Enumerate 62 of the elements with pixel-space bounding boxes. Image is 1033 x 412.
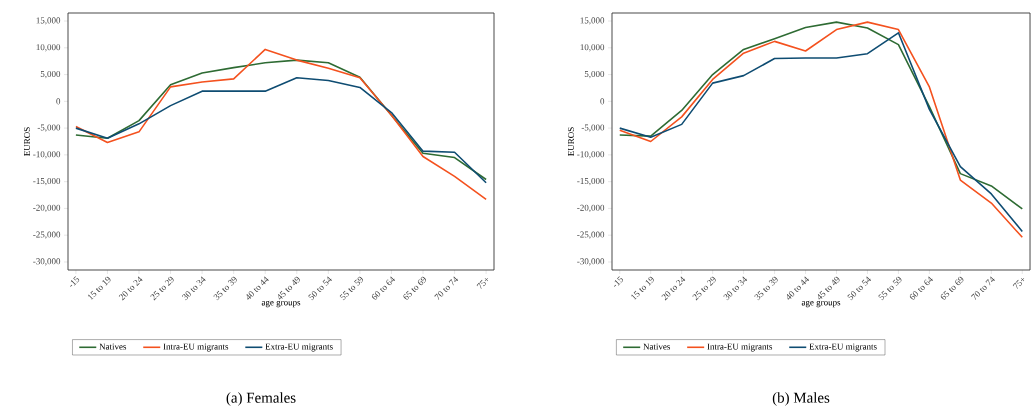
x-tick-label: 35 to 39 xyxy=(213,276,237,301)
y-tick-label: 0 xyxy=(56,98,61,105)
y-tick-label: 5,000 xyxy=(40,70,61,79)
x-tick-label: 40 to 44 xyxy=(786,276,810,300)
line-series xyxy=(75,59,487,181)
x-axis-title: age groups xyxy=(261,300,301,308)
x-tick-label: -15 xyxy=(613,276,624,287)
x-tick-label: 50 to 54 xyxy=(308,276,332,301)
x-axis-title: age groups xyxy=(801,300,841,308)
x-tick-label: 30 to 34 xyxy=(181,276,206,301)
y-tick-label: -5,000 xyxy=(581,124,605,132)
x-tick-label: 20 to 24 xyxy=(661,276,686,301)
x-tick-label: 15 to 19 xyxy=(631,276,654,301)
y-tick-label: 10,000 xyxy=(36,44,61,52)
legend-label: Natives xyxy=(99,343,127,350)
y-tick-label: -10,000 xyxy=(33,151,61,159)
y-tick-label: -25,000 xyxy=(577,231,605,239)
text: (b) Males xyxy=(772,392,830,406)
x-tick-label: 45 to 49 xyxy=(278,276,300,300)
y-tick-label: 0 xyxy=(600,98,605,105)
y-tick-label: -25,000 xyxy=(33,231,61,239)
x-tick-label: 30 to 34 xyxy=(723,276,748,301)
legend-label: Extra-EU migrants xyxy=(265,343,333,352)
text: (a) Females xyxy=(226,392,296,406)
y-tick-label: -20,000 xyxy=(577,204,605,213)
x-tick-label: 15 to 19 xyxy=(87,276,111,301)
x-tick-label: 20 to 24 xyxy=(118,276,143,301)
y-tick-label: 15,000 xyxy=(580,17,605,25)
x-tick-label: 65 to 69 xyxy=(403,276,427,300)
y-tick-label: -15,000 xyxy=(33,177,61,186)
x-tick-label: 60 to 64 xyxy=(371,276,396,300)
x-tick-label: 75+ xyxy=(1012,277,1025,290)
x-tick-label: 55 to 59 xyxy=(878,276,902,301)
x-tick-label: 60 to 64 xyxy=(909,276,933,300)
y-tick-label: 10,000 xyxy=(580,44,605,52)
x-tick-label: 70 to 74 xyxy=(434,276,459,300)
x-tick-label: 35 to 39 xyxy=(754,276,778,301)
legend-label: Natives xyxy=(643,343,671,350)
x-tick-label: 75+ xyxy=(476,277,489,290)
y-axis-title: EUROS xyxy=(567,127,575,156)
y-tick-label: -20,000 xyxy=(33,204,61,213)
y-tick-label: -15,000 xyxy=(577,177,605,186)
y-axis-title: EUROS xyxy=(23,127,31,156)
y-tick-label: -30,000 xyxy=(33,258,61,266)
x-tick-label: 55 to 59 xyxy=(339,276,363,301)
x-tick-label: 45 to 49 xyxy=(817,276,840,300)
y-tick-label: -5,000 xyxy=(37,124,61,132)
x-tick-label: 40 to 44 xyxy=(246,276,269,300)
x-tick-label: 25 to 29 xyxy=(150,276,174,301)
x-tick-label: 65 to 69 xyxy=(940,276,964,300)
x-tick-label: -15 xyxy=(70,276,80,287)
y-tick-label: -10,000 xyxy=(577,151,605,159)
legend-label: Extra-EU migrants xyxy=(809,343,877,352)
x-tick-label: 25 to 29 xyxy=(692,276,716,301)
line-series xyxy=(75,48,487,201)
legend-label: Intra-EU migrants xyxy=(707,343,773,352)
legend-label: Intra-EU migrants xyxy=(163,343,229,352)
x-tick-label: 50 to 54 xyxy=(847,276,872,301)
y-tick-label: -30,000 xyxy=(577,258,605,266)
y-tick-label: 5,000 xyxy=(584,70,605,79)
y-tick-label: 15,000 xyxy=(36,17,61,25)
x-tick-label: 70 to 74 xyxy=(971,276,995,300)
